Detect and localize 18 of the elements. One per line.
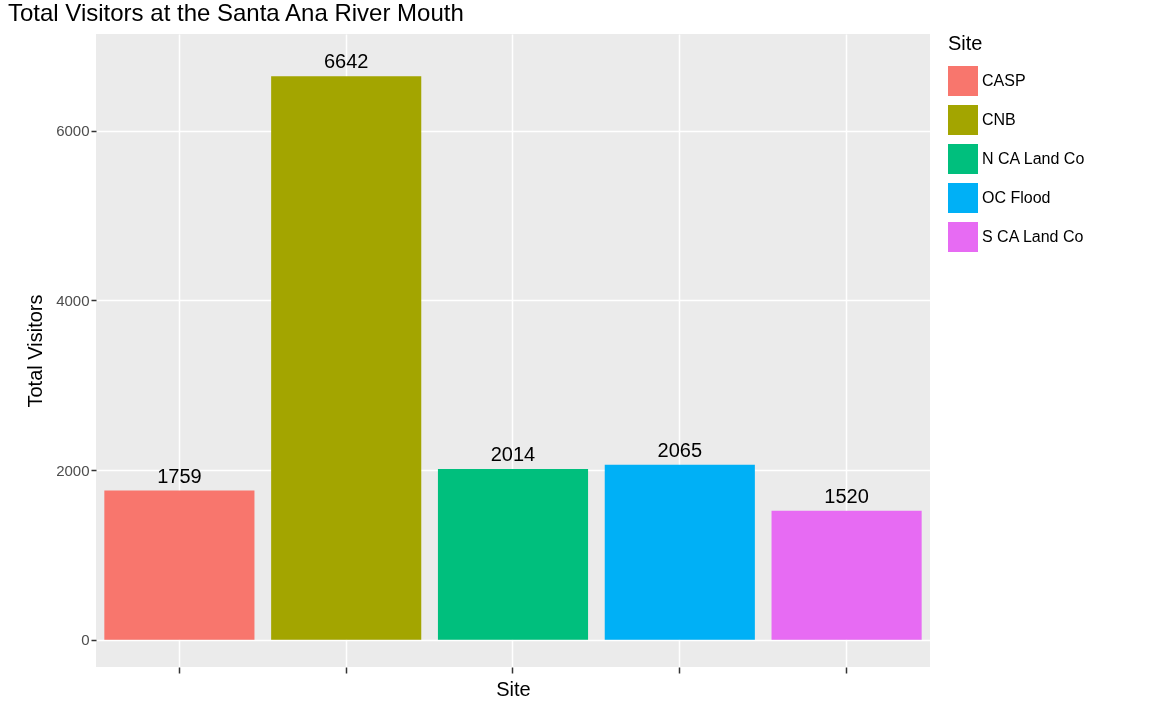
legend-label: N CA Land Co bbox=[982, 150, 1085, 167]
legend-label: CASP bbox=[982, 72, 1026, 89]
legend-label: OC Flood bbox=[982, 189, 1051, 206]
y-tick-label: 0 bbox=[81, 631, 90, 649]
data-label: 6642 bbox=[323, 50, 369, 73]
data-label: 1520 bbox=[824, 484, 869, 507]
y-tick-label: 6000 bbox=[56, 122, 90, 140]
legend-title: Site bbox=[948, 32, 983, 54]
chart-title: Total Visitors at the Santa Ana River Mouth bbox=[8, 0, 464, 26]
y-axis-title: Total Visitors bbox=[24, 294, 47, 408]
legend-label: S CA Land Co bbox=[982, 228, 1084, 245]
data-label: 2065 bbox=[657, 438, 703, 461]
legend-label: CNB bbox=[982, 111, 1016, 128]
x-axis-title: Site bbox=[496, 678, 531, 701]
y-tick-label: 2000 bbox=[56, 461, 90, 479]
y-tick-label: 4000 bbox=[56, 291, 90, 309]
data-label: 1759 bbox=[157, 464, 202, 487]
data-label: 2014 bbox=[490, 442, 536, 465]
